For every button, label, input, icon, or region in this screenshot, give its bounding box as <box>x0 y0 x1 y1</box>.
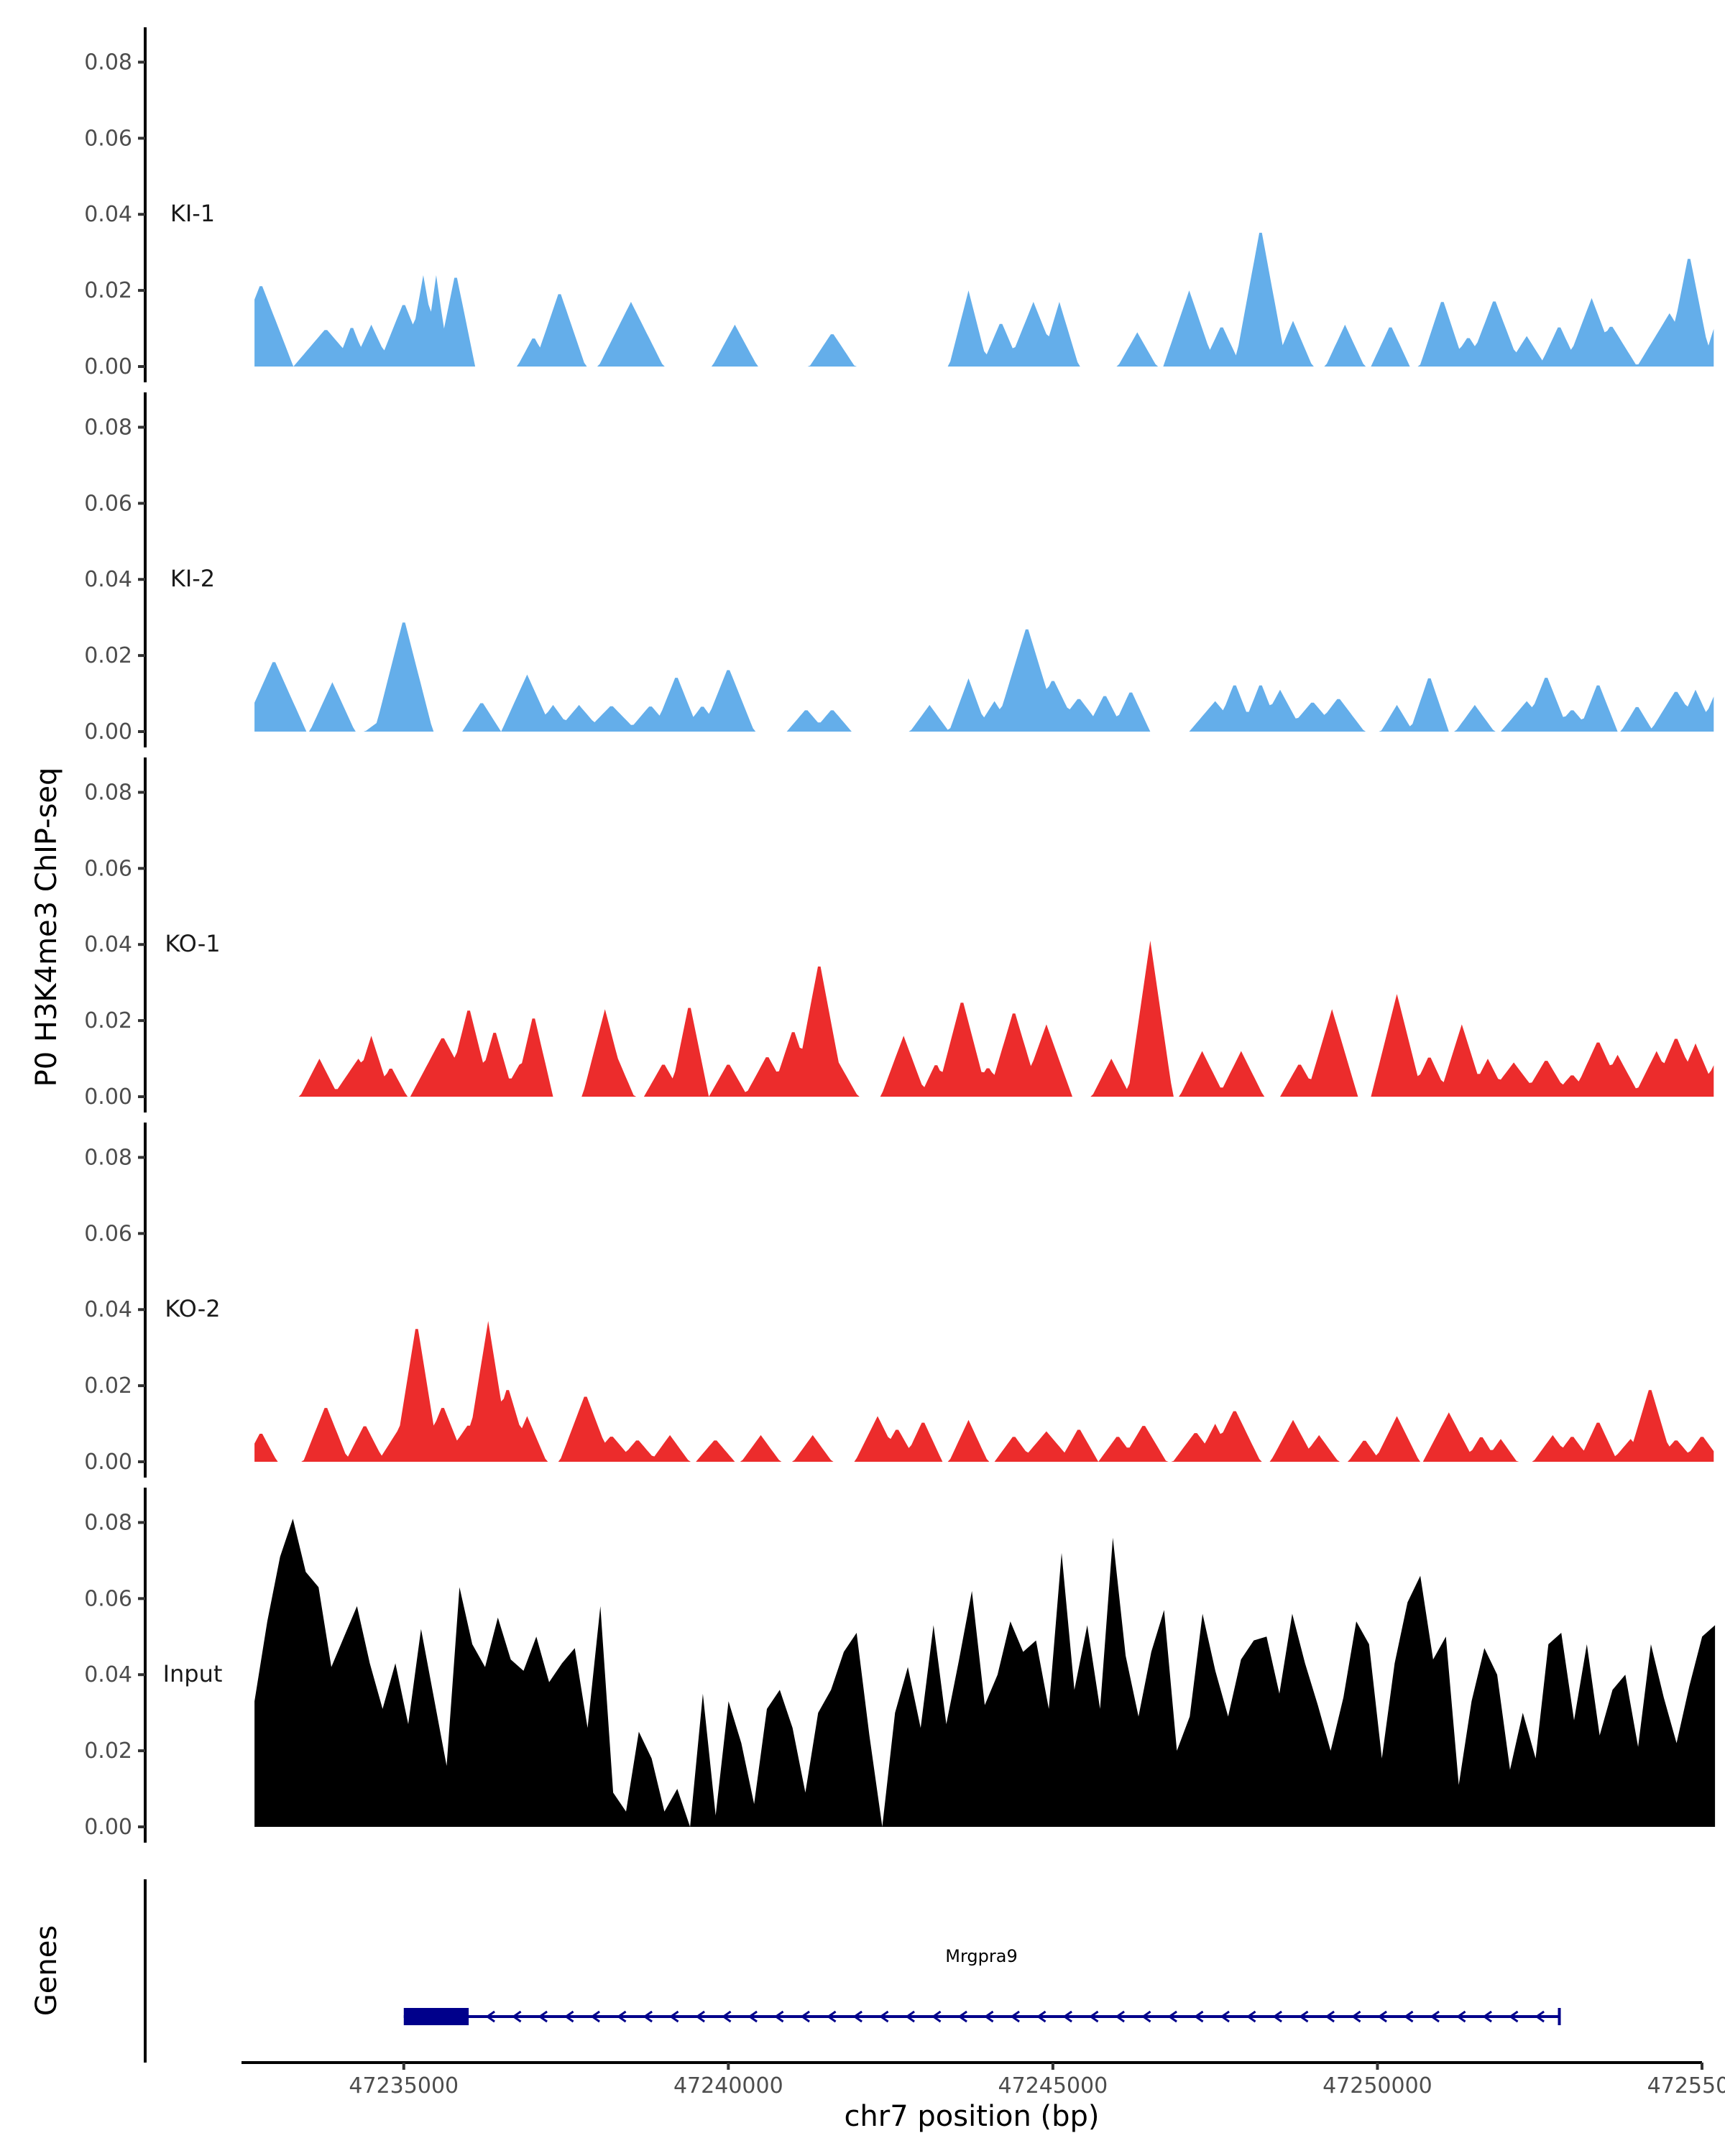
x-axis-title: chr7 position (bp) <box>844 2100 1099 2133</box>
track-ko-2: 0.00 0.02 0.04 0.06 0.08 KO-2 <box>84 1123 1714 1478</box>
gene-exon <box>403 2008 469 2025</box>
track-ki-1: 0.00 0.02 0.04 0.06 0.08 KI-1 <box>84 27 1714 382</box>
y-tick-label: 0.08 <box>84 50 132 75</box>
track-label: KI-1 <box>170 200 215 227</box>
x-tick-label: 47240000 <box>673 2073 783 2099</box>
y-tick-label: 0.00 <box>84 354 132 379</box>
signal-area-ko-1 <box>254 940 1714 1097</box>
gene-strand-arrow <box>1036 2010 1046 2023</box>
gene-strand-arrow <box>826 2010 837 2023</box>
track-ki-2: 0.00 0.02 0.04 0.06 0.08 KI-2 <box>84 392 1714 747</box>
x-tick-label: 47250000 <box>1322 2073 1432 2099</box>
gene-strand-arrow <box>1430 2010 1440 2023</box>
gene-strand-arrow <box>1482 2010 1492 2023</box>
gene-strand-arrow <box>643 2010 653 2023</box>
y-tick-label: 0.04 <box>84 567 132 592</box>
y-tick-label: 0.06 <box>84 491 132 516</box>
signal-area-ki-1 <box>254 232 1714 367</box>
y-tick-label: 0.02 <box>84 1738 132 1764</box>
gene-strand-arrow <box>1193 2010 1204 2023</box>
gene-track: Genes Mrgpra9 <box>30 1879 1561 2063</box>
gene-strand-arrow <box>616 2010 627 2023</box>
y-tick-label: 0.04 <box>84 1662 132 1687</box>
y-tick-label: 0.06 <box>84 1221 132 1246</box>
gene-strand-arrow <box>1298 2010 1309 2023</box>
y-tick-label: 0.06 <box>84 856 132 881</box>
y-tick-label: 0.08 <box>84 1145 132 1170</box>
x-tick-label: 47245000 <box>998 2073 1108 2099</box>
gene-strand-arrow <box>1272 2010 1282 2023</box>
y-tick-label: 0.00 <box>84 1815 132 1840</box>
y-tick-label: 0.04 <box>84 932 132 957</box>
gene-strand-arrow <box>1220 2010 1230 2023</box>
gene-strand-arrow <box>485 2010 495 2023</box>
y-tick-label: 0.04 <box>84 1297 132 1322</box>
gene-strand-arrow <box>1508 2010 1519 2023</box>
y-tick-label: 0.00 <box>84 719 132 745</box>
gene-strand-arrow <box>1062 2010 1072 2023</box>
y-tick-label: 0.02 <box>84 278 132 303</box>
x-axis: 47235000 47240000 47245000 47250000 47255000 <box>242 2061 1725 2099</box>
gene-strand-arrow <box>748 2010 758 2023</box>
signal-area-ko-2 <box>254 1321 1714 1462</box>
y-tick-label: 0.08 <box>84 1510 132 1535</box>
signal-area-ki-2 <box>254 622 1714 732</box>
track-input: 0.00 0.02 0.04 0.06 0.08 Input <box>84 1488 1716 1843</box>
y-axis-title: P0 H3K4me3 ChIP-seq <box>30 768 63 1087</box>
gene-strand-arrow <box>800 2010 810 2023</box>
track-label: KI-2 <box>170 565 215 592</box>
track-ko-1: 0.00 0.02 0.04 0.06 0.08 KO-1 <box>84 757 1714 1112</box>
y-tick-label: 0.00 <box>84 1084 132 1110</box>
y-tick-label: 0.08 <box>84 780 132 805</box>
y-tick-label: 0.02 <box>84 1008 132 1033</box>
gene-strand-arrow <box>1377 2010 1387 2023</box>
track-label: Input <box>163 1660 223 1687</box>
y-tick-label: 0.02 <box>84 643 132 668</box>
gene-strand-arrow <box>695 2010 705 2023</box>
gene-strand-arrow <box>538 2010 548 2023</box>
y-tick-label: 0.00 <box>84 1450 132 1475</box>
gene-exon <box>1558 2008 1561 2025</box>
gene-strand-arrow <box>878 2010 889 2023</box>
gene-strand-arrow <box>668 2010 679 2023</box>
gene-label: Mrgpra9 <box>945 1946 1017 1966</box>
signal-area-input <box>254 1519 1716 1827</box>
y-tick-label: 0.06 <box>84 126 132 151</box>
gene-strand-arrow <box>905 2010 915 2023</box>
gene-strand-arrow <box>983 2010 994 2023</box>
gene-strand-arrow <box>957 2010 967 2023</box>
gene-track-title: Genes <box>30 1925 63 2016</box>
x-tick-label: 47235000 <box>349 2073 459 2099</box>
gene-strand-arrow <box>1403 2010 1414 2023</box>
track-label: KO-2 <box>165 1295 220 1322</box>
gene-strand-arrow <box>1351 2010 1361 2023</box>
gene-strand-arrow <box>1325 2010 1335 2023</box>
gene-strand-arrow <box>1088 2010 1099 2023</box>
x-tick-label: 47255000 <box>1647 2073 1725 2099</box>
gene-strand-arrow <box>1010 2010 1020 2023</box>
gene-strand-arrow <box>1535 2010 1545 2023</box>
gene-strand-arrow <box>564 2010 574 2023</box>
gene-strand-arrow <box>721 2010 732 2023</box>
gene-strand-arrow <box>1167 2010 1177 2023</box>
gene-strand-arrow <box>1455 2010 1466 2023</box>
gene-strand-arrow <box>511 2010 522 2023</box>
gene-strand-arrow <box>931 2010 942 2023</box>
gene-strand-arrow <box>1246 2010 1256 2023</box>
gene-strand-arrow <box>1141 2010 1151 2023</box>
gene-strand-arrow <box>852 2010 862 2023</box>
y-tick-label: 0.02 <box>84 1373 132 1399</box>
gene-strand-arrow <box>773 2010 784 2023</box>
track-label: KO-1 <box>165 930 220 957</box>
y-tick-label: 0.04 <box>84 202 132 227</box>
y-tick-label: 0.08 <box>84 415 132 440</box>
y-tick-label: 0.06 <box>84 1586 132 1611</box>
tracks-layer: 0.00 0.02 0.04 0.06 0.08 KI-1 0.00 0.02 0.04 0.06… <box>84 27 1716 1843</box>
gene-strand-arrow <box>590 2010 600 2023</box>
gene-strand-arrow <box>1115 2010 1125 2023</box>
